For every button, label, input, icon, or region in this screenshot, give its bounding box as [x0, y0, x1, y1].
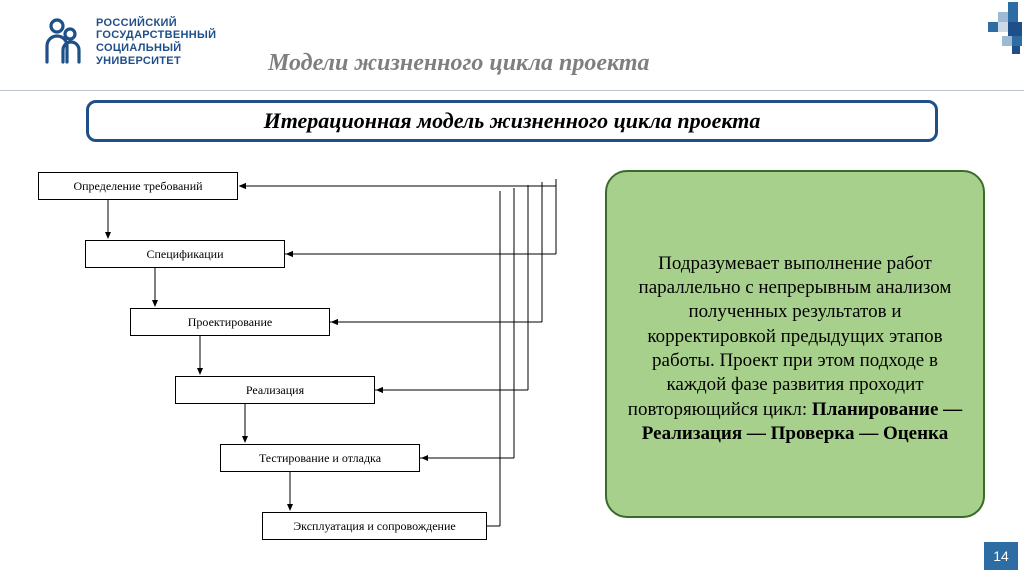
page-title: Модели жизненного цикла проекта — [268, 50, 650, 77]
logo-block: РОССИЙСКИЙ ГОСУДАРСТВЕННЫЙ СОЦИАЛЬНЫЙ УН… — [38, 14, 216, 70]
subtitle-box: Итерационная модель жизненного цикла про… — [86, 100, 938, 142]
divider — [0, 90, 1024, 91]
header: РОССИЙСКИЙ ГОСУДАРСТВЕННЫЙ СОЦИАЛЬНЫЙ УН… — [0, 0, 1024, 90]
flow-arrows — [30, 160, 590, 550]
stage-s1: Определение требований — [38, 172, 238, 200]
info-box: Подразумевает выполнение работ параллель… — [605, 170, 985, 518]
stage-s2: Спецификации — [85, 240, 285, 268]
stage-s5: Тестирование и отладка — [220, 444, 420, 472]
stage-s3: Проектирование — [130, 308, 330, 336]
info-text: Подразумевает выполнение работ параллель… — [627, 252, 963, 447]
univ-line: СОЦИАЛЬНЫЙ — [96, 42, 216, 55]
subtitle-text: Итерационная модель жизненного цикла про… — [264, 108, 761, 134]
univ-line: УНИВЕРСИТЕТ — [96, 55, 216, 68]
stage-s6: Эксплуатация и сопровождение — [262, 512, 487, 540]
university-logo-icon — [38, 14, 86, 70]
university-name: РОССИЙСКИЙ ГОСУДАРСТВЕННЫЙ СОЦИАЛЬНЫЙ УН… — [96, 17, 216, 68]
info-paragraph: Подразумевает выполнение работ параллель… — [628, 253, 952, 420]
flow-diagram: Определение требований Спецификации Проект… — [30, 160, 590, 540]
stage-s4: Реализация — [175, 376, 375, 404]
decor-squares — [964, 0, 1024, 70]
univ-line: РОССИЙСКИЙ — [96, 17, 216, 30]
page-number: 14 — [984, 542, 1018, 570]
univ-line: ГОСУДАРСТВЕННЫЙ — [96, 29, 216, 42]
